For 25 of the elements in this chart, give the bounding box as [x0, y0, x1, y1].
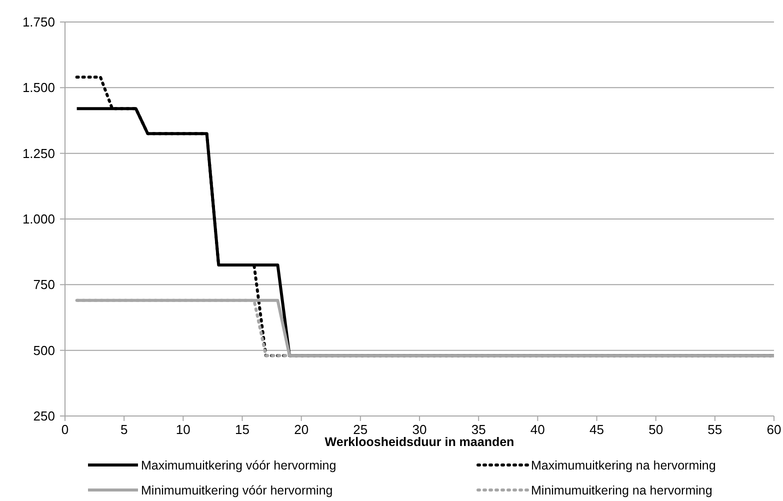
y-tick-label: 500: [33, 342, 55, 358]
x-tick-label: 30: [412, 422, 427, 437]
y-tick-label: 1.500: [22, 80, 55, 96]
legend-label: Maximumuitkering na hervorming: [531, 458, 716, 472]
legend-label: Maximumuitkering vóór hervorming: [141, 458, 336, 472]
y-tick-label: 1.750: [22, 14, 55, 30]
x-tick-label: 35: [471, 422, 486, 437]
x-tick-label: 25: [353, 422, 368, 437]
x-tick-label: 40: [530, 422, 545, 437]
y-tick-label: 1.000: [22, 212, 55, 226]
x-tick-label: 45: [590, 422, 604, 437]
x-tick-label: 20: [294, 422, 309, 437]
y-tick-label: 1.250: [22, 146, 55, 161]
x-tick-label: 0: [61, 422, 69, 437]
legend-label: Minimumuitkering vóór hervorming: [141, 484, 333, 498]
x-tick-label: 50: [648, 422, 664, 437]
x-tick-label: 60: [766, 422, 782, 437]
y-tick-label: 250: [33, 408, 55, 424]
x-tick-label: 55: [708, 422, 722, 437]
x-tick-label: 10: [176, 422, 190, 437]
legend-label: Minimumuitkering na hervorming: [531, 484, 712, 498]
x-axis-title: Werkloosheidsduur in maanden: [324, 435, 514, 449]
x-tick-label: 5: [120, 422, 128, 437]
y-tick-label: 750: [33, 277, 55, 292]
x-tick-label: 15: [235, 422, 250, 437]
